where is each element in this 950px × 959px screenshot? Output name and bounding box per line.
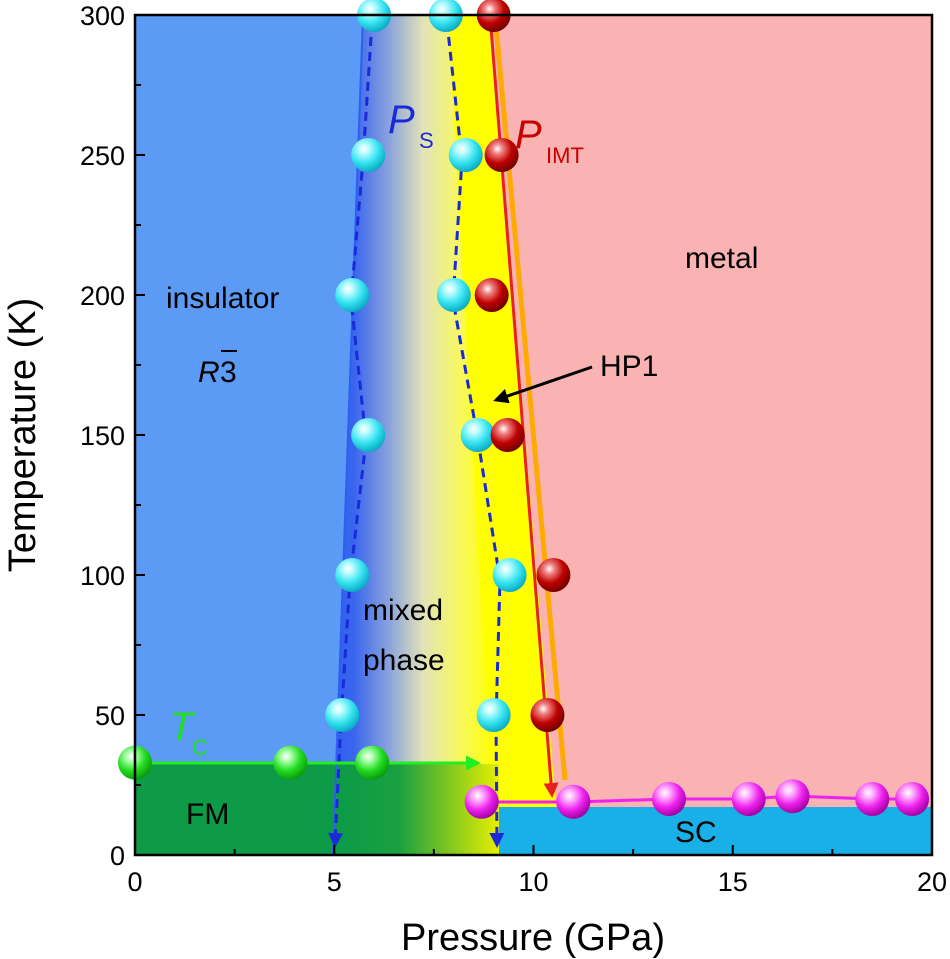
ps-left-point-3	[351, 418, 386, 452]
sc-label: SC	[675, 816, 717, 849]
ps-left-point-2	[335, 278, 370, 312]
tc-point-1	[273, 745, 308, 780]
ps-left-point-4	[335, 558, 370, 592]
y-tick-label-4: 200	[80, 281, 125, 311]
tc-label-sub: C	[192, 735, 208, 760]
hp1-label: HP1	[600, 350, 658, 383]
sc-point-3	[731, 782, 766, 816]
hp1-arrow	[493, 365, 593, 404]
pimt-point-5	[530, 698, 565, 732]
mixed-label-line2: phase	[363, 644, 445, 677]
tc-label-main: T	[169, 705, 196, 749]
space-group-label: R 3	[198, 350, 237, 389]
hp1-annotation: HP1	[493, 350, 658, 404]
ps-right-point-1	[448, 138, 483, 172]
y-axis-label: Temperature (K)	[2, 298, 44, 573]
ps-label-main: P	[388, 98, 415, 142]
metal-label: metal	[685, 242, 758, 275]
tc-point-2	[355, 745, 390, 780]
y-axis-ticks: 0 50 100 150 200 250 300	[80, 1, 145, 871]
ps-left-point-1	[351, 138, 386, 172]
sc-point-4	[775, 779, 810, 814]
sc-point-2	[651, 782, 686, 816]
y-tick-label-2: 100	[80, 561, 125, 591]
y-tick-label-5: 250	[80, 141, 125, 171]
sc-point-1	[556, 784, 591, 819]
ps-label-sub: S	[419, 128, 434, 153]
pimt-label-main: P	[515, 113, 542, 157]
pimt-point-1	[484, 138, 519, 172]
fm-region	[135, 764, 499, 855]
x-axis-ticks: 0 5 10 15 20	[127, 845, 947, 897]
x-tick-label-2: 10	[518, 867, 548, 897]
ps-right-point-2	[436, 278, 471, 312]
insulator-label: insulator	[166, 282, 279, 315]
x-tick-label-1: 5	[327, 867, 342, 897]
mixed-label-line1: mixed	[363, 594, 443, 627]
ps-right-point-3	[460, 418, 495, 452]
ps-right-point-4	[492, 558, 527, 592]
y-tick-label-6: 300	[80, 1, 125, 31]
y-tick-label-3: 150	[80, 421, 125, 451]
x-axis-label: Pressure (GPa)	[401, 917, 665, 959]
sc-point-6	[895, 782, 930, 816]
data-points	[118, 0, 930, 819]
pimt-point-3	[490, 418, 525, 452]
fm-label: FM	[186, 798, 229, 831]
space-group-letter: R	[198, 356, 220, 389]
pimt-label-sub: IMT	[546, 143, 584, 168]
pimt-point-2	[474, 278, 509, 312]
ps-label: P S	[388, 98, 434, 153]
x-tick-label-3: 15	[718, 867, 748, 897]
sc-region	[499, 807, 932, 855]
pimt-point-4	[536, 558, 571, 592]
metal-region	[490, 15, 932, 855]
ps-left-point-5	[325, 698, 360, 732]
x-tick-label-0: 0	[127, 867, 142, 897]
insulator-region	[135, 15, 363, 855]
ps-right-point-5	[476, 698, 511, 732]
space-group-number: 3	[220, 356, 237, 389]
y-tick-label-0: 0	[110, 841, 125, 871]
y-tick-label-1: 50	[95, 701, 125, 731]
tc-label: T C	[169, 705, 208, 760]
sc-point-0	[464, 784, 499, 819]
x-tick-label-4: 20	[917, 867, 947, 897]
pimt-label: P IMT	[515, 113, 584, 168]
sc-point-5	[855, 782, 890, 816]
